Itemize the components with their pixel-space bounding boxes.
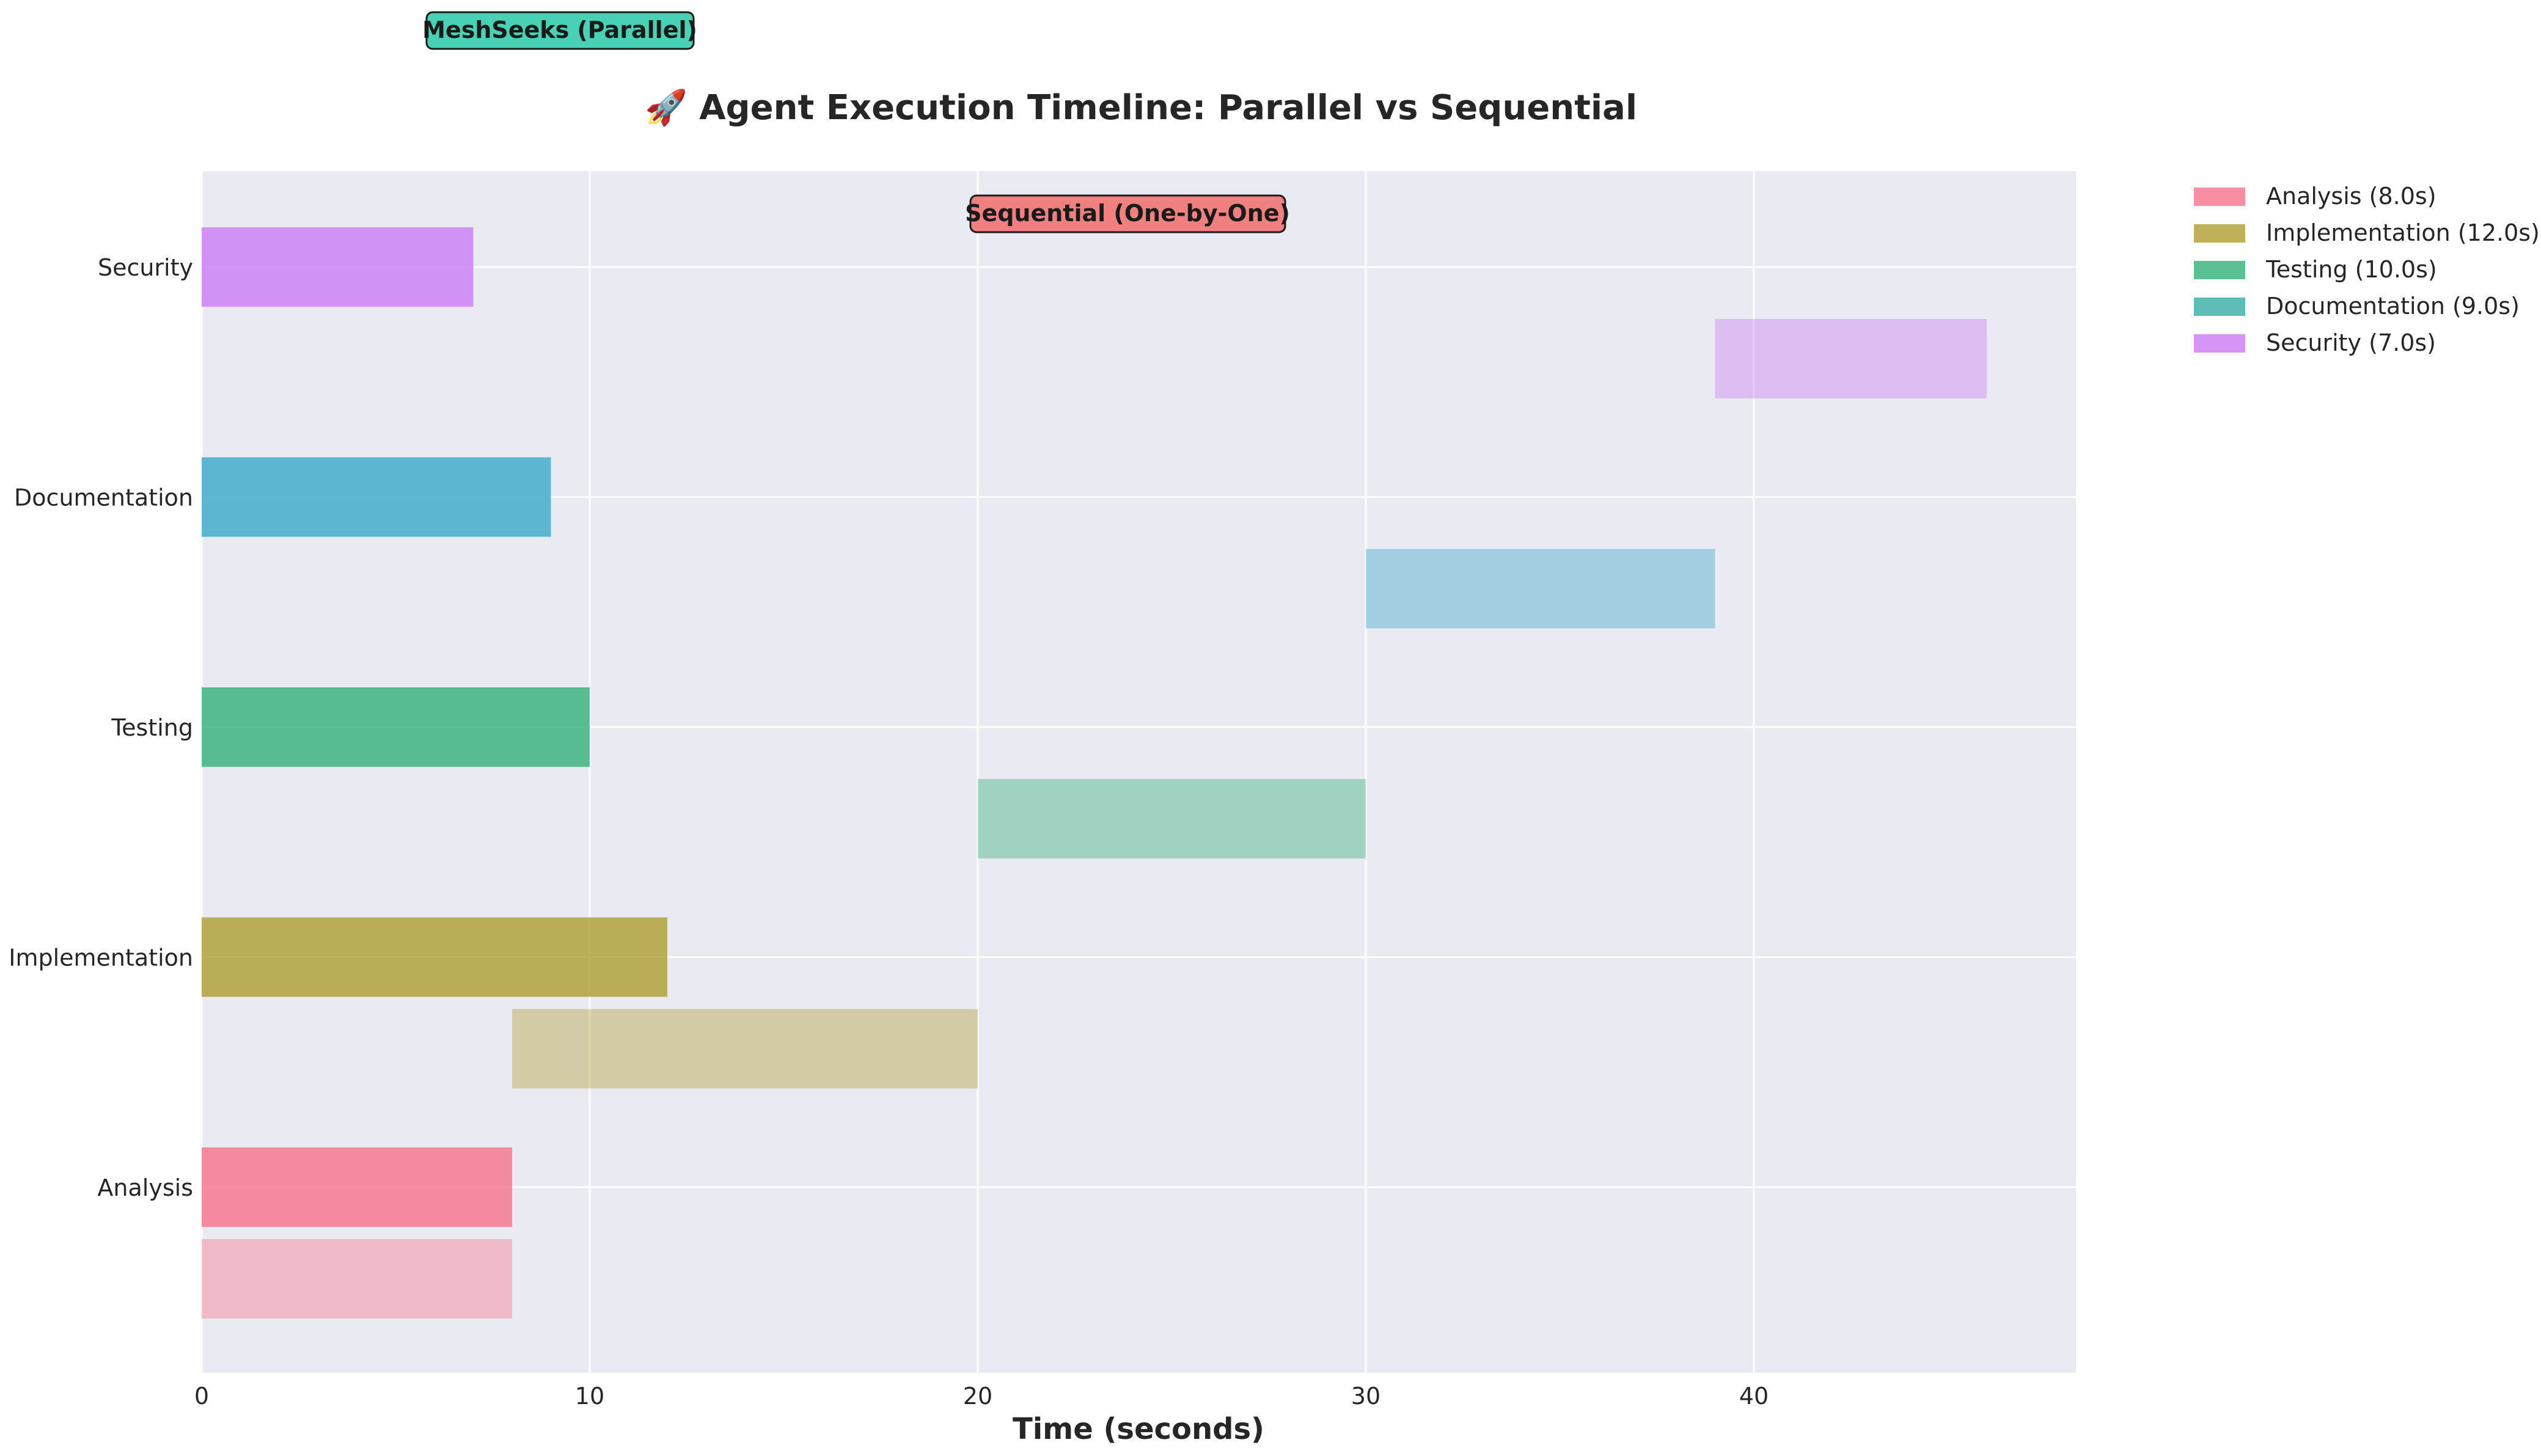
parallel-bar-testing [202, 687, 590, 767]
sequential-bar-security [1715, 319, 1987, 398]
x-tick-label-3: 30 [1351, 1383, 1380, 1410]
y-tick-label-testing: Testing [111, 714, 193, 741]
sequential-annotation: Sequential (One-by-One) [965, 194, 1290, 233]
bars [202, 227, 1987, 1319]
x-tick-label-2: 20 [963, 1383, 992, 1410]
sequential-bar-implementation [512, 1009, 978, 1089]
y-tick-label-security: Security [98, 254, 193, 281]
sequential-bar-documentation [1365, 549, 1715, 629]
legend-label-0: Analysis (8.0s) [2266, 183, 2436, 210]
legend-swatch-4 [2194, 334, 2245, 353]
parallel-bar-implementation [202, 917, 667, 997]
legend-label-2: Testing (10.0s) [2265, 256, 2437, 283]
parallel-bar-documentation [202, 457, 551, 537]
plot-area [202, 171, 2076, 1373]
parallel-annotation: MeshSeeks (Parallel) [422, 11, 697, 50]
x-tick-labels: 0 10 20 30 40 [194, 1383, 1769, 1410]
y-tick-labels: Analysis Implementation Testing Documentati… [9, 254, 193, 1201]
parallel-annotation-box [425, 11, 695, 50]
parallel-bar-security [202, 227, 474, 307]
x-tick-label-4: 40 [1739, 1383, 1769, 1410]
x-axis-label: Time (seconds) [1013, 1412, 1264, 1446]
legend-label-4: Security (7.0s) [2266, 329, 2436, 356]
chart-title: 🚀 Agent Execution Timeline: Parallel vs … [645, 88, 1637, 128]
x-tick-label-1: 10 [575, 1383, 604, 1410]
legend-label-1: Implementation (12.0s) [2266, 219, 2540, 246]
legend-swatch-3 [2194, 298, 2245, 316]
legend-swatch-1 [2194, 224, 2245, 243]
y-tick-label-documentation: Documentation [14, 485, 193, 511]
sequential-bar-analysis [202, 1239, 512, 1319]
sequential-annotation-text: Sequential (One-by-One) [965, 200, 1290, 227]
sequential-annotation-box [969, 194, 1286, 233]
x-tick-label-0: 0 [194, 1383, 209, 1410]
legend-label-3: Documentation (9.0s) [2266, 293, 2520, 320]
y-tick-label-implementation: Implementation [9, 945, 193, 971]
legend-swatch-0 [2194, 188, 2245, 206]
y-tick-label-analysis: Analysis [97, 1174, 193, 1201]
sequential-bar-testing [977, 779, 1366, 858]
parallel-annotation-text: MeshSeeks (Parallel) [422, 16, 697, 43]
parallel-bar-analysis [202, 1147, 512, 1227]
legend-swatch-2 [2194, 261, 2245, 279]
legend: Analysis (8.0s) Implementation (12.0s) Tes… [2194, 183, 2540, 356]
